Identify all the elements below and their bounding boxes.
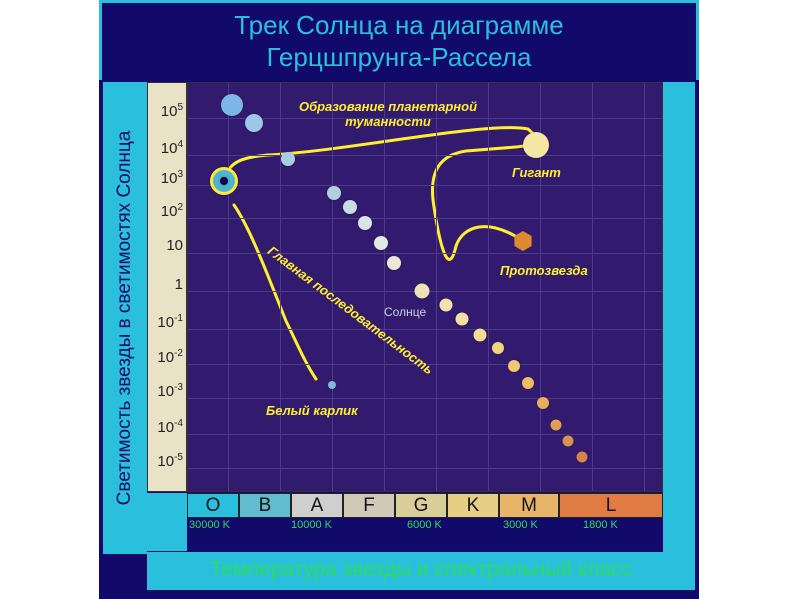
plot-area: Образование планетарнойтуманности Гигант П… [187, 82, 663, 492]
gridline-h [188, 468, 662, 469]
star-dot [281, 152, 295, 166]
star-dot [551, 420, 562, 431]
gridline-h [188, 185, 662, 186]
chart-title: Трек Солнца на диаграммеГерцшпрунга-Расс… [102, 3, 696, 73]
star-dot [221, 94, 243, 116]
stage: Трек Солнца на диаграммеГерцшпрунга-Расс… [0, 0, 800, 599]
x-axis-label: Температура звезды и спектральный класс [147, 552, 695, 588]
gridline-h [188, 155, 662, 156]
y-axis-label: Светимость звезды в светимостях Солнца [114, 131, 136, 506]
gridline-v [384, 83, 385, 491]
temperature-row: 30000 K 10000 K 6000 K 3000 K 1800 K [187, 518, 663, 536]
star-dot [415, 284, 430, 299]
y-tick-label: 10-2 [157, 348, 183, 366]
annotation-label: Образование планетарнойтуманности [288, 99, 488, 129]
star-dot [522, 377, 534, 389]
star-dot [474, 329, 487, 342]
y-tick-label: 105 [161, 102, 183, 120]
white-dwarf-dot [328, 381, 336, 389]
giant-star [523, 132, 549, 158]
gridline-v [228, 83, 229, 491]
annotation-label: Гигант [512, 165, 561, 180]
annotation-label: Белый карлик [266, 403, 358, 418]
title-bar: Трек Солнца на диаграммеГерцшпрунга-Расс… [99, 0, 699, 80]
star-dot [508, 360, 520, 372]
spectral-class-cell: B [239, 493, 291, 518]
y-tick-label: 10 [166, 237, 183, 254]
right-strip [663, 82, 695, 554]
annotation-label: Протозвезда [500, 263, 588, 278]
y-tick-label: 1 [175, 276, 183, 293]
spectral-class-row: OBAFGKML [187, 493, 663, 518]
corner-fill [147, 493, 187, 551]
gridline-h [188, 398, 662, 399]
hr-diagram-panel: Трек Солнца на диаграммеГерцшпрунга-Расс… [99, 0, 699, 599]
star-dot [456, 313, 469, 326]
gridline-h [188, 329, 662, 330]
y-tick-label: 10-5 [157, 452, 183, 470]
gridline-h [188, 253, 662, 254]
spectral-class-cell: L [559, 493, 663, 518]
y-tick-label: 103 [161, 169, 183, 187]
gridline-h [188, 434, 662, 435]
spectral-class-cell: G [395, 493, 447, 518]
star-dot [343, 200, 357, 214]
spectral-class-cell: O [187, 493, 239, 518]
y-tick-label: 10-1 [157, 313, 183, 331]
y-tick-label: 10-3 [157, 382, 183, 400]
star-dot [358, 216, 372, 230]
white-dwarf-core [220, 177, 228, 185]
gridline-v [280, 83, 281, 491]
sun-label: Солнце [384, 305, 426, 319]
y-tick-label: 104 [161, 139, 183, 157]
gridline-v [644, 83, 645, 491]
star-dot [327, 186, 341, 200]
star-dot [537, 397, 549, 409]
y-tick-label: 10-4 [157, 418, 183, 436]
temperature-tick: 1800 K [583, 519, 618, 531]
temperature-tick: 3000 K [503, 519, 538, 531]
spectral-class-cell: F [343, 493, 395, 518]
gridline-h [188, 218, 662, 219]
star-dot [440, 299, 453, 312]
star-dot [563, 436, 574, 447]
gridline-v [436, 83, 437, 491]
gridline-v [592, 83, 593, 491]
star-dot [245, 114, 263, 132]
star-dot [387, 256, 401, 270]
star-dot [577, 452, 588, 463]
spectral-class-cell: M [499, 493, 559, 518]
star-dot [492, 342, 504, 354]
y-tick-column: 10510410310210110-110-210-310-410-5 [147, 82, 187, 492]
x-axis-label-bar: Температура звезды и спектральный класс [147, 552, 695, 590]
gridline-v [488, 83, 489, 491]
spectral-class-cell: A [291, 493, 343, 518]
star-dot [374, 236, 388, 250]
protostar-hex [513, 231, 533, 251]
spectral-class-cell: K [447, 493, 499, 518]
y-axis-label-bar: Светимость звезды в светимостях Солнца [103, 82, 147, 554]
temperature-tick: 30000 K [189, 519, 230, 531]
temperature-tick: 6000 K [407, 519, 442, 531]
y-tick-label: 102 [161, 202, 183, 220]
temperature-tick: 10000 K [291, 519, 332, 531]
